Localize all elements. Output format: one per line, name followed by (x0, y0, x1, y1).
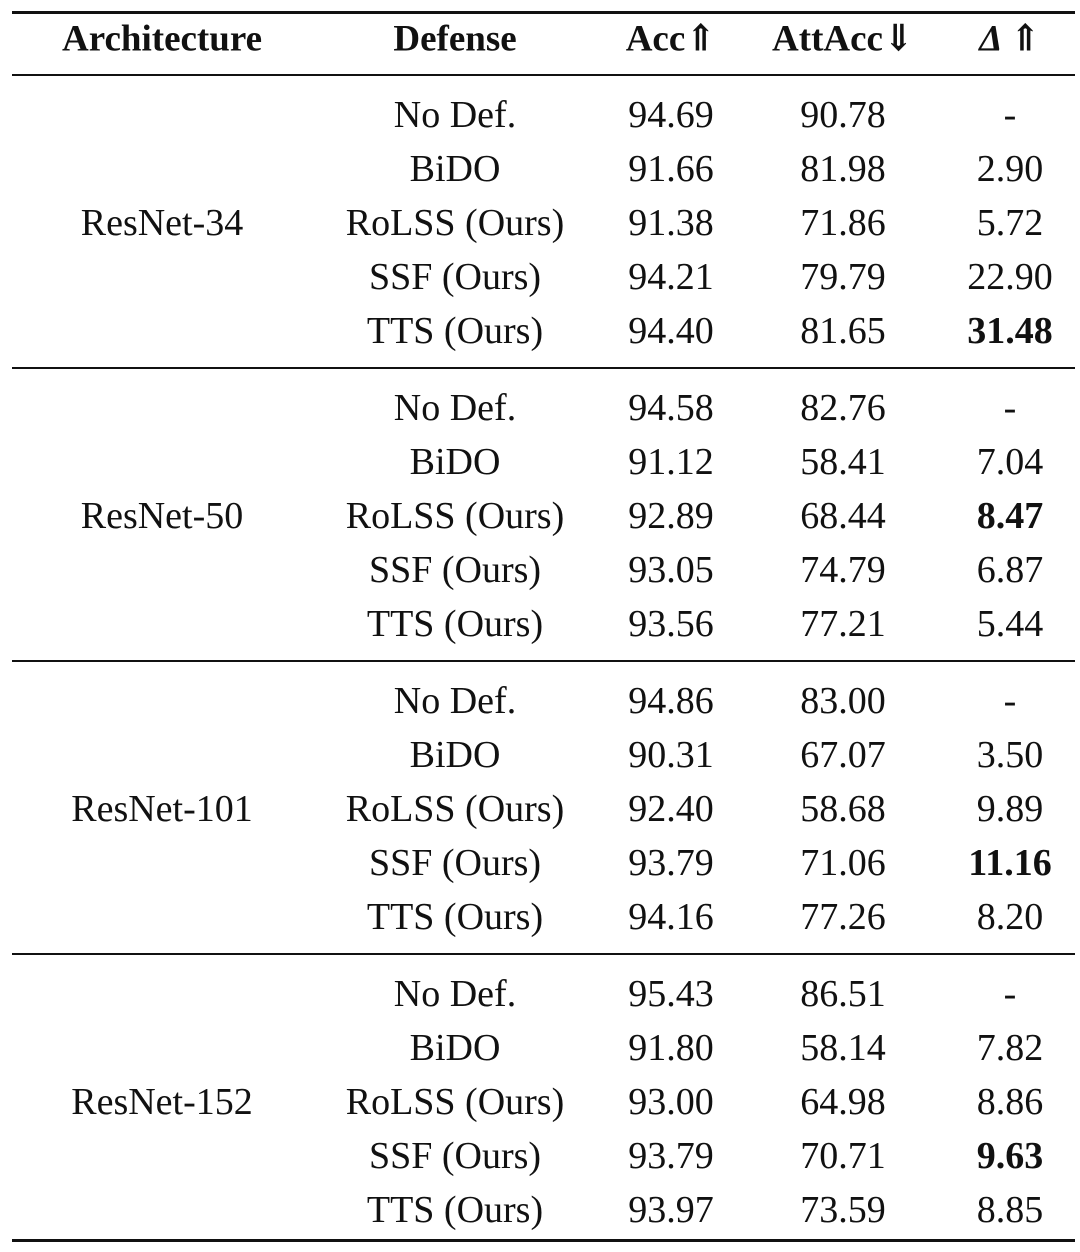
value-cell: 71.06 (800, 842, 886, 884)
value-cell: 93.79 (628, 1135, 714, 1177)
value-cell: 93.56 (628, 603, 714, 645)
top-rule (12, 11, 1075, 14)
defense-cell: SSF (Ours) (368, 256, 542, 298)
value-cell: 94.16 (628, 896, 714, 938)
column-header: AttAcc⇓ (772, 18, 914, 60)
architecture-cell: ResNet-50 (80, 495, 244, 537)
defense-cell: TTS (Ours) (366, 896, 544, 938)
defense-cell: TTS (Ours) (366, 310, 544, 352)
defense-cell: RoLSS (Ours) (345, 788, 565, 830)
group-rule (12, 953, 1075, 955)
value-cell: 92.40 (628, 788, 714, 830)
bottom-rule (12, 1239, 1075, 1242)
group-rule (12, 367, 1075, 369)
value-cell: 71.86 (800, 202, 886, 244)
defense-cell: No Def. (393, 973, 517, 1015)
value-cell: 83.00 (800, 680, 886, 722)
value-cell: 58.68 (800, 788, 886, 830)
value-cell: 58.41 (800, 441, 886, 483)
value-cell: 81.65 (800, 310, 886, 352)
defense-cell: BiDO (409, 148, 501, 190)
value-cell: 94.40 (628, 310, 714, 352)
value-cell: 8.85 (976, 1189, 1044, 1231)
value-cell: 6.87 (976, 549, 1044, 591)
defense-cell: TTS (Ours) (366, 1189, 544, 1231)
value-cell: 94.86 (628, 680, 714, 722)
value-cell: - (1003, 387, 1017, 429)
value-cell: 91.66 (628, 148, 714, 190)
value-cell: 91.80 (628, 1027, 714, 1069)
defense-cell: RoLSS (Ours) (345, 495, 565, 537)
defense-cell: No Def. (393, 387, 517, 429)
value-cell: 90.78 (800, 94, 886, 136)
value-cell: 74.79 (800, 549, 886, 591)
value-cell: 94.21 (628, 256, 714, 298)
value-cell: 7.04 (976, 441, 1044, 483)
value-cell: 94.69 (628, 94, 714, 136)
value-cell: 68.44 (800, 495, 886, 537)
value-cell: 64.98 (800, 1081, 886, 1123)
value-cell: 5.72 (976, 202, 1044, 244)
value-cell: 9.89 (976, 788, 1044, 830)
architecture-cell: ResNet-152 (71, 1081, 253, 1123)
value-cell: 5.44 (976, 603, 1044, 645)
value-cell: 90.31 (628, 734, 714, 776)
value-cell: 92.89 (628, 495, 714, 537)
value-cell: 91.38 (628, 202, 714, 244)
defense-cell: BiDO (409, 734, 501, 776)
column-header: Architecture (62, 18, 262, 60)
value-cell: 8.47 (976, 495, 1044, 537)
value-cell: 94.58 (628, 387, 714, 429)
defense-cell: SSF (Ours) (368, 549, 542, 591)
value-cell: - (1003, 94, 1017, 136)
defense-cell: RoLSS (Ours) (345, 202, 565, 244)
defense-cell: RoLSS (Ours) (345, 1081, 565, 1123)
value-cell: - (1003, 973, 1017, 1015)
value-cell: 22.90 (967, 256, 1053, 298)
value-cell: 70.71 (800, 1135, 886, 1177)
column-header: Defense (393, 18, 517, 60)
value-cell: 93.97 (628, 1189, 714, 1231)
defense-cell: No Def. (393, 94, 517, 136)
defense-cell: SSF (Ours) (368, 1135, 542, 1177)
value-cell: 81.98 (800, 148, 886, 190)
column-header: Acc⇑ (625, 18, 717, 60)
group-rule (12, 74, 1075, 76)
value-cell: 77.26 (800, 896, 886, 938)
value-cell: 93.00 (628, 1081, 714, 1123)
value-cell: 8.86 (976, 1081, 1044, 1123)
value-cell: 9.63 (976, 1135, 1044, 1177)
defense-cell: SSF (Ours) (368, 842, 542, 884)
defense-cell: BiDO (409, 441, 501, 483)
defense-cell: No Def. (393, 680, 517, 722)
value-cell: 95.43 (628, 973, 714, 1015)
defense-cell: TTS (Ours) (366, 603, 544, 645)
value-cell: 82.76 (800, 387, 886, 429)
value-cell: 2.90 (976, 148, 1044, 190)
value-cell: - (1003, 680, 1017, 722)
value-cell: 93.79 (628, 842, 714, 884)
architecture-cell: ResNet-101 (71, 788, 253, 830)
value-cell: 31.48 (967, 310, 1053, 352)
value-cell: 58.14 (800, 1027, 886, 1069)
value-cell: 3.50 (976, 734, 1044, 776)
value-cell: 8.20 (976, 896, 1044, 938)
value-cell: 91.12 (628, 441, 714, 483)
value-cell: 86.51 (800, 973, 886, 1015)
architecture-cell: ResNet-34 (80, 202, 244, 244)
value-cell: 7.82 (976, 1027, 1044, 1069)
column-header: Δ ⇑ (979, 18, 1041, 60)
value-cell: 77.21 (800, 603, 886, 645)
value-cell: 11.16 (968, 842, 1052, 884)
value-cell: 93.05 (628, 549, 714, 591)
defense-cell: BiDO (409, 1027, 501, 1069)
value-cell: 79.79 (800, 256, 886, 298)
value-cell: 73.59 (800, 1189, 886, 1231)
value-cell: 67.07 (800, 734, 886, 776)
group-rule (12, 660, 1075, 662)
